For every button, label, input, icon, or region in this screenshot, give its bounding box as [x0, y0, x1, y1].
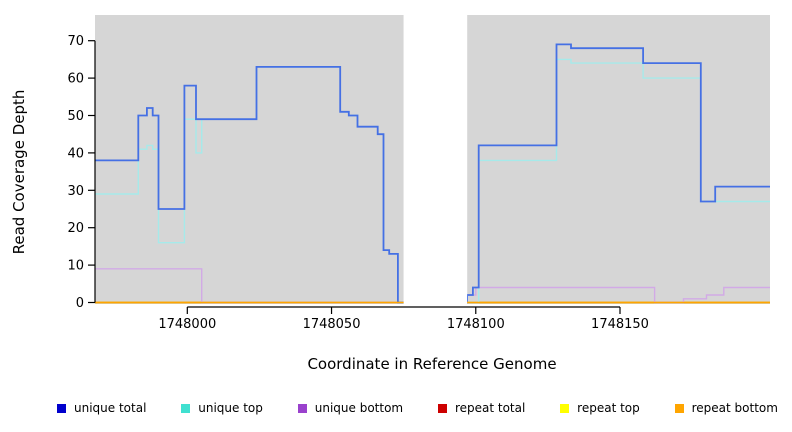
legend-item-repeat-total: repeat total [437, 401, 526, 415]
y-tick-label: 30 [67, 184, 84, 199]
legend-swatch-icon [57, 403, 66, 413]
x-tick-label: 1748000 [158, 317, 216, 332]
legend-label: unique bottom [314, 401, 404, 415]
series-line-unique-total [95, 43, 770, 304]
x-axis-title: Coordinate in Reference Genome [307, 355, 556, 373]
legend-item-unique-bottom: unique bottom [297, 401, 404, 415]
chart-layer: 0 10 20 30 40 50 60 70 1748000 1748050 1748100 1748… [67, 14, 770, 332]
legend-label: repeat top [577, 401, 640, 415]
legend-item-unique-total: unique total [57, 401, 146, 415]
y-tick-label: 70 [67, 34, 84, 49]
legend-item-repeat-bottom: repeat bottom [674, 401, 778, 415]
legend-label: repeat bottom [691, 401, 778, 415]
legend-item-unique-top: unique top [181, 401, 263, 415]
x-tick-label: 1748100 [447, 317, 505, 332]
legend-label: repeat total [454, 401, 526, 415]
legend-swatch-icon [181, 403, 191, 413]
legend-swatch-icon [560, 403, 570, 413]
legend-swatch-icon [674, 403, 684, 413]
y-tick-label: 40 [67, 146, 84, 161]
gap-region [403, 14, 468, 305]
y-axis-title: Read Coverage Depth [10, 90, 28, 255]
legend-label: unique total [74, 401, 147, 415]
legend-swatch-icon [437, 403, 447, 413]
legend-swatch-icon [297, 403, 307, 413]
y-tick-label: 10 [67, 259, 84, 274]
panel-background [95, 15, 404, 304]
x-tick-label: 1748150 [591, 317, 649, 332]
y-tick-label: 50 [67, 109, 84, 124]
y-tick-label: 0 [76, 296, 84, 311]
y-tick-label: 60 [67, 72, 84, 87]
x-tick-label: 1748050 [303, 317, 361, 332]
plot-area: 0 10 20 30 40 50 60 70 1748000 1748050 1748100 1748… [10, 14, 770, 373]
panel-background [467, 15, 770, 304]
legend-item-repeat-top: repeat top [560, 401, 640, 415]
legend-label: unique top [198, 401, 263, 415]
legend: unique total unique top unique bottom repea… [0, 401, 792, 415]
y-tick-label: 20 [67, 221, 84, 236]
